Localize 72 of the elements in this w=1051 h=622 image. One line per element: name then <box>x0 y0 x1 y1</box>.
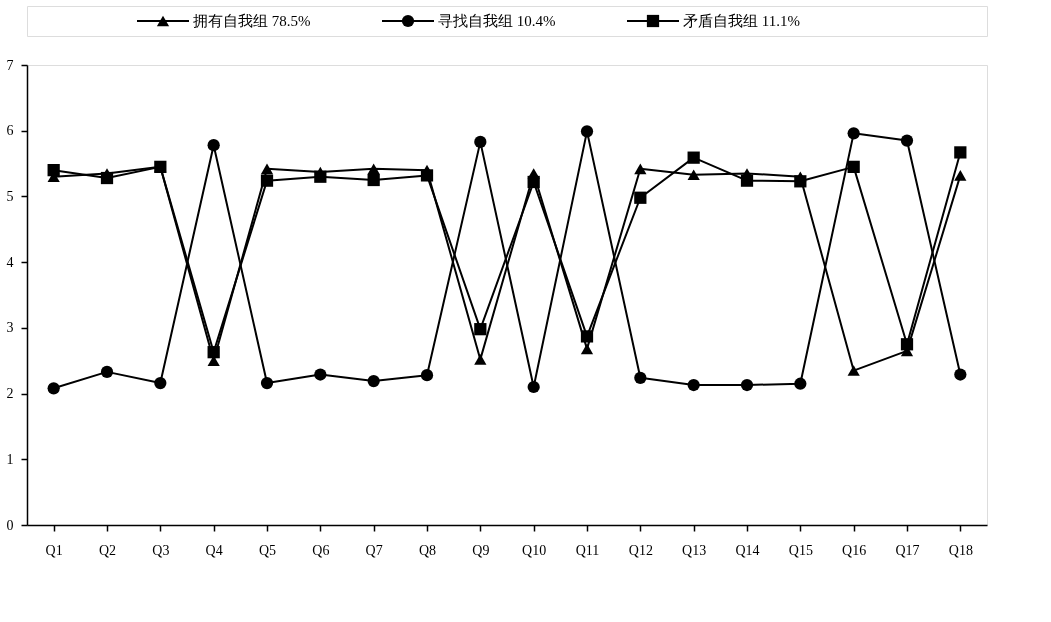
point <box>367 163 380 175</box>
point <box>687 169 700 181</box>
point <box>740 378 754 392</box>
point <box>687 378 700 392</box>
point <box>154 376 167 390</box>
point <box>367 173 380 187</box>
y-tick-label: 2 <box>6 386 14 402</box>
point <box>954 146 967 159</box>
x-tick-label: Q18 <box>948 542 973 558</box>
point <box>47 382 60 395</box>
y-tick-label: 0 <box>6 517 14 533</box>
legend-label: 拥有自我组 78.5% <box>193 13 311 29</box>
point <box>580 125 594 138</box>
x-tick-label: Q5 <box>258 542 277 558</box>
point <box>900 338 914 351</box>
x-tick-label: Q8 <box>418 542 437 558</box>
legend-label: 寻找自我组 10.4% <box>438 13 556 29</box>
point <box>634 163 647 175</box>
point <box>47 164 60 177</box>
legend-label: 矛盾自我组 11.1% <box>683 13 800 29</box>
point <box>794 175 807 188</box>
point <box>100 171 114 185</box>
x-tick-label: Q16 <box>842 542 867 558</box>
point <box>900 134 914 147</box>
x-tick-label: Q11 <box>575 542 600 558</box>
point <box>420 369 434 382</box>
point <box>954 368 967 381</box>
point <box>207 139 220 152</box>
point <box>260 376 274 390</box>
x-tick-label: Q13 <box>682 542 707 558</box>
point <box>420 169 434 182</box>
point <box>474 354 487 365</box>
point <box>687 151 700 164</box>
y-tick-label: 7 <box>6 57 14 73</box>
point <box>474 135 487 148</box>
point <box>260 163 274 175</box>
x-tick-label: Q3 <box>152 542 170 558</box>
point <box>580 343 594 355</box>
point <box>580 330 594 343</box>
point <box>474 323 487 336</box>
y-tick-label: 4 <box>6 254 14 270</box>
point <box>794 377 807 390</box>
x-tick-label: Q9 <box>472 542 490 558</box>
point <box>527 380 540 394</box>
point <box>527 175 540 189</box>
point <box>260 174 274 187</box>
point <box>954 170 967 181</box>
point <box>740 174 754 187</box>
x-tick-label: Q14 <box>735 542 760 558</box>
point <box>314 170 327 183</box>
y-tick-label: 3 <box>6 320 14 336</box>
y-tick-label: 6 <box>6 123 14 139</box>
point <box>847 365 860 376</box>
point <box>634 371 647 384</box>
point <box>847 160 860 173</box>
x-tick-label: Q12 <box>628 542 653 558</box>
y-tick-label: 5 <box>6 188 14 204</box>
x-tick-label: Q10 <box>522 542 547 558</box>
point <box>207 346 220 359</box>
point <box>847 127 860 140</box>
x-tick-label: Q4 <box>205 542 223 558</box>
x-tick-label: Q2 <box>98 542 117 558</box>
point <box>634 191 647 204</box>
x-tick-label: Q17 <box>895 542 920 558</box>
x-tick-label: Q15 <box>788 542 813 558</box>
point <box>367 374 380 388</box>
x-tick-label: Q1 <box>45 542 63 558</box>
x-tick-label: Q6 <box>312 542 330 558</box>
y-tick-label: 1 <box>6 451 14 467</box>
point <box>100 365 114 378</box>
x-tick-label: Q7 <box>365 542 383 558</box>
point <box>314 368 327 381</box>
